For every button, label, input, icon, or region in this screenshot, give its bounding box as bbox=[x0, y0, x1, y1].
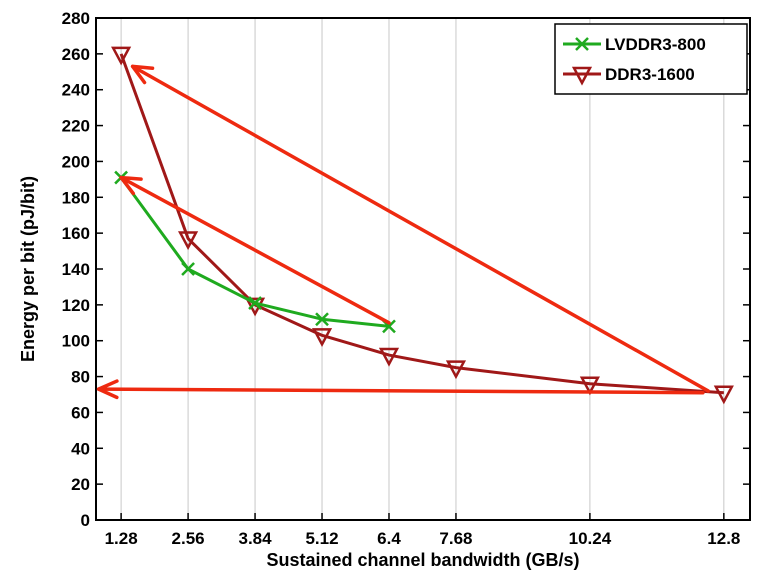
legend: LVDDR3-800 DDR3-1600 bbox=[554, 23, 748, 95]
x-marker bbox=[181, 262, 195, 276]
x-tick-label: 5.12 bbox=[305, 529, 338, 548]
legend-box bbox=[554, 23, 748, 95]
grid-lines bbox=[120, 18, 725, 520]
y-tick-label: 120 bbox=[62, 296, 90, 315]
x-marker bbox=[248, 296, 262, 310]
annotation-arrows bbox=[96, 64, 710, 400]
legend-entry: DDR3-1600 bbox=[563, 65, 695, 86]
legend-label: DDR3-1600 bbox=[605, 65, 695, 84]
triangle-down-marker bbox=[571, 66, 593, 86]
x-marker bbox=[575, 37, 589, 51]
triangle-down-marker bbox=[378, 347, 400, 367]
legend-label: LVDDR3-800 bbox=[605, 35, 706, 54]
x-tick-label: 3.84 bbox=[239, 529, 273, 548]
legend-entry: LVDDR3-800 bbox=[563, 35, 706, 54]
y-tick-label: 240 bbox=[62, 81, 90, 100]
annotation-arrow bbox=[119, 175, 391, 325]
y-tick-label: 280 bbox=[62, 9, 90, 28]
y-tick-label: 260 bbox=[62, 45, 90, 64]
triangle-down-marker bbox=[177, 231, 199, 251]
axis-ticks: 1.28 2.56 3.84 5.12 6.4 7.68 10.24 12.8 0 20 40 60 8… bbox=[62, 9, 750, 548]
y-tick-label: 0 bbox=[81, 511, 90, 530]
y-tick-label: 40 bbox=[71, 439, 90, 458]
y-axis-title: Energy per bit (pJ/bit) bbox=[18, 176, 38, 362]
y-tick-label: 60 bbox=[71, 403, 90, 422]
y-tick-label: 80 bbox=[71, 368, 90, 387]
y-tick-label: 20 bbox=[71, 475, 90, 494]
annotation-arrow bbox=[96, 379, 705, 400]
y-tick-label: 180 bbox=[62, 188, 90, 207]
x-axis-title: Sustained channel bandwidth (GB/s) bbox=[266, 550, 579, 570]
annotation-arrow bbox=[130, 64, 710, 393]
x-tick-label: 1.28 bbox=[105, 529, 138, 548]
triangle-down-marker bbox=[445, 360, 467, 380]
y-tick-label: 140 bbox=[62, 260, 90, 279]
x-marker bbox=[315, 312, 329, 327]
x-tick-label: 2.56 bbox=[172, 529, 205, 548]
triangle-down-marker bbox=[713, 385, 734, 405]
y-tick-label: 200 bbox=[62, 152, 90, 171]
series-line bbox=[119, 53, 724, 395]
x-tick-label: 6.4 bbox=[377, 529, 401, 548]
y-tick-label: 220 bbox=[62, 117, 90, 136]
triangle-down-marker bbox=[579, 376, 600, 396]
x-tick-label: 10.24 bbox=[569, 529, 612, 548]
x-tick-label: 7.68 bbox=[439, 529, 472, 548]
x-tick-label: 12.8 bbox=[707, 529, 740, 548]
y-tick-label: 160 bbox=[62, 224, 90, 243]
triangle-down-marker bbox=[111, 46, 132, 66]
y-tick-label: 100 bbox=[62, 332, 90, 351]
triangle-down-marker bbox=[311, 328, 333, 347]
